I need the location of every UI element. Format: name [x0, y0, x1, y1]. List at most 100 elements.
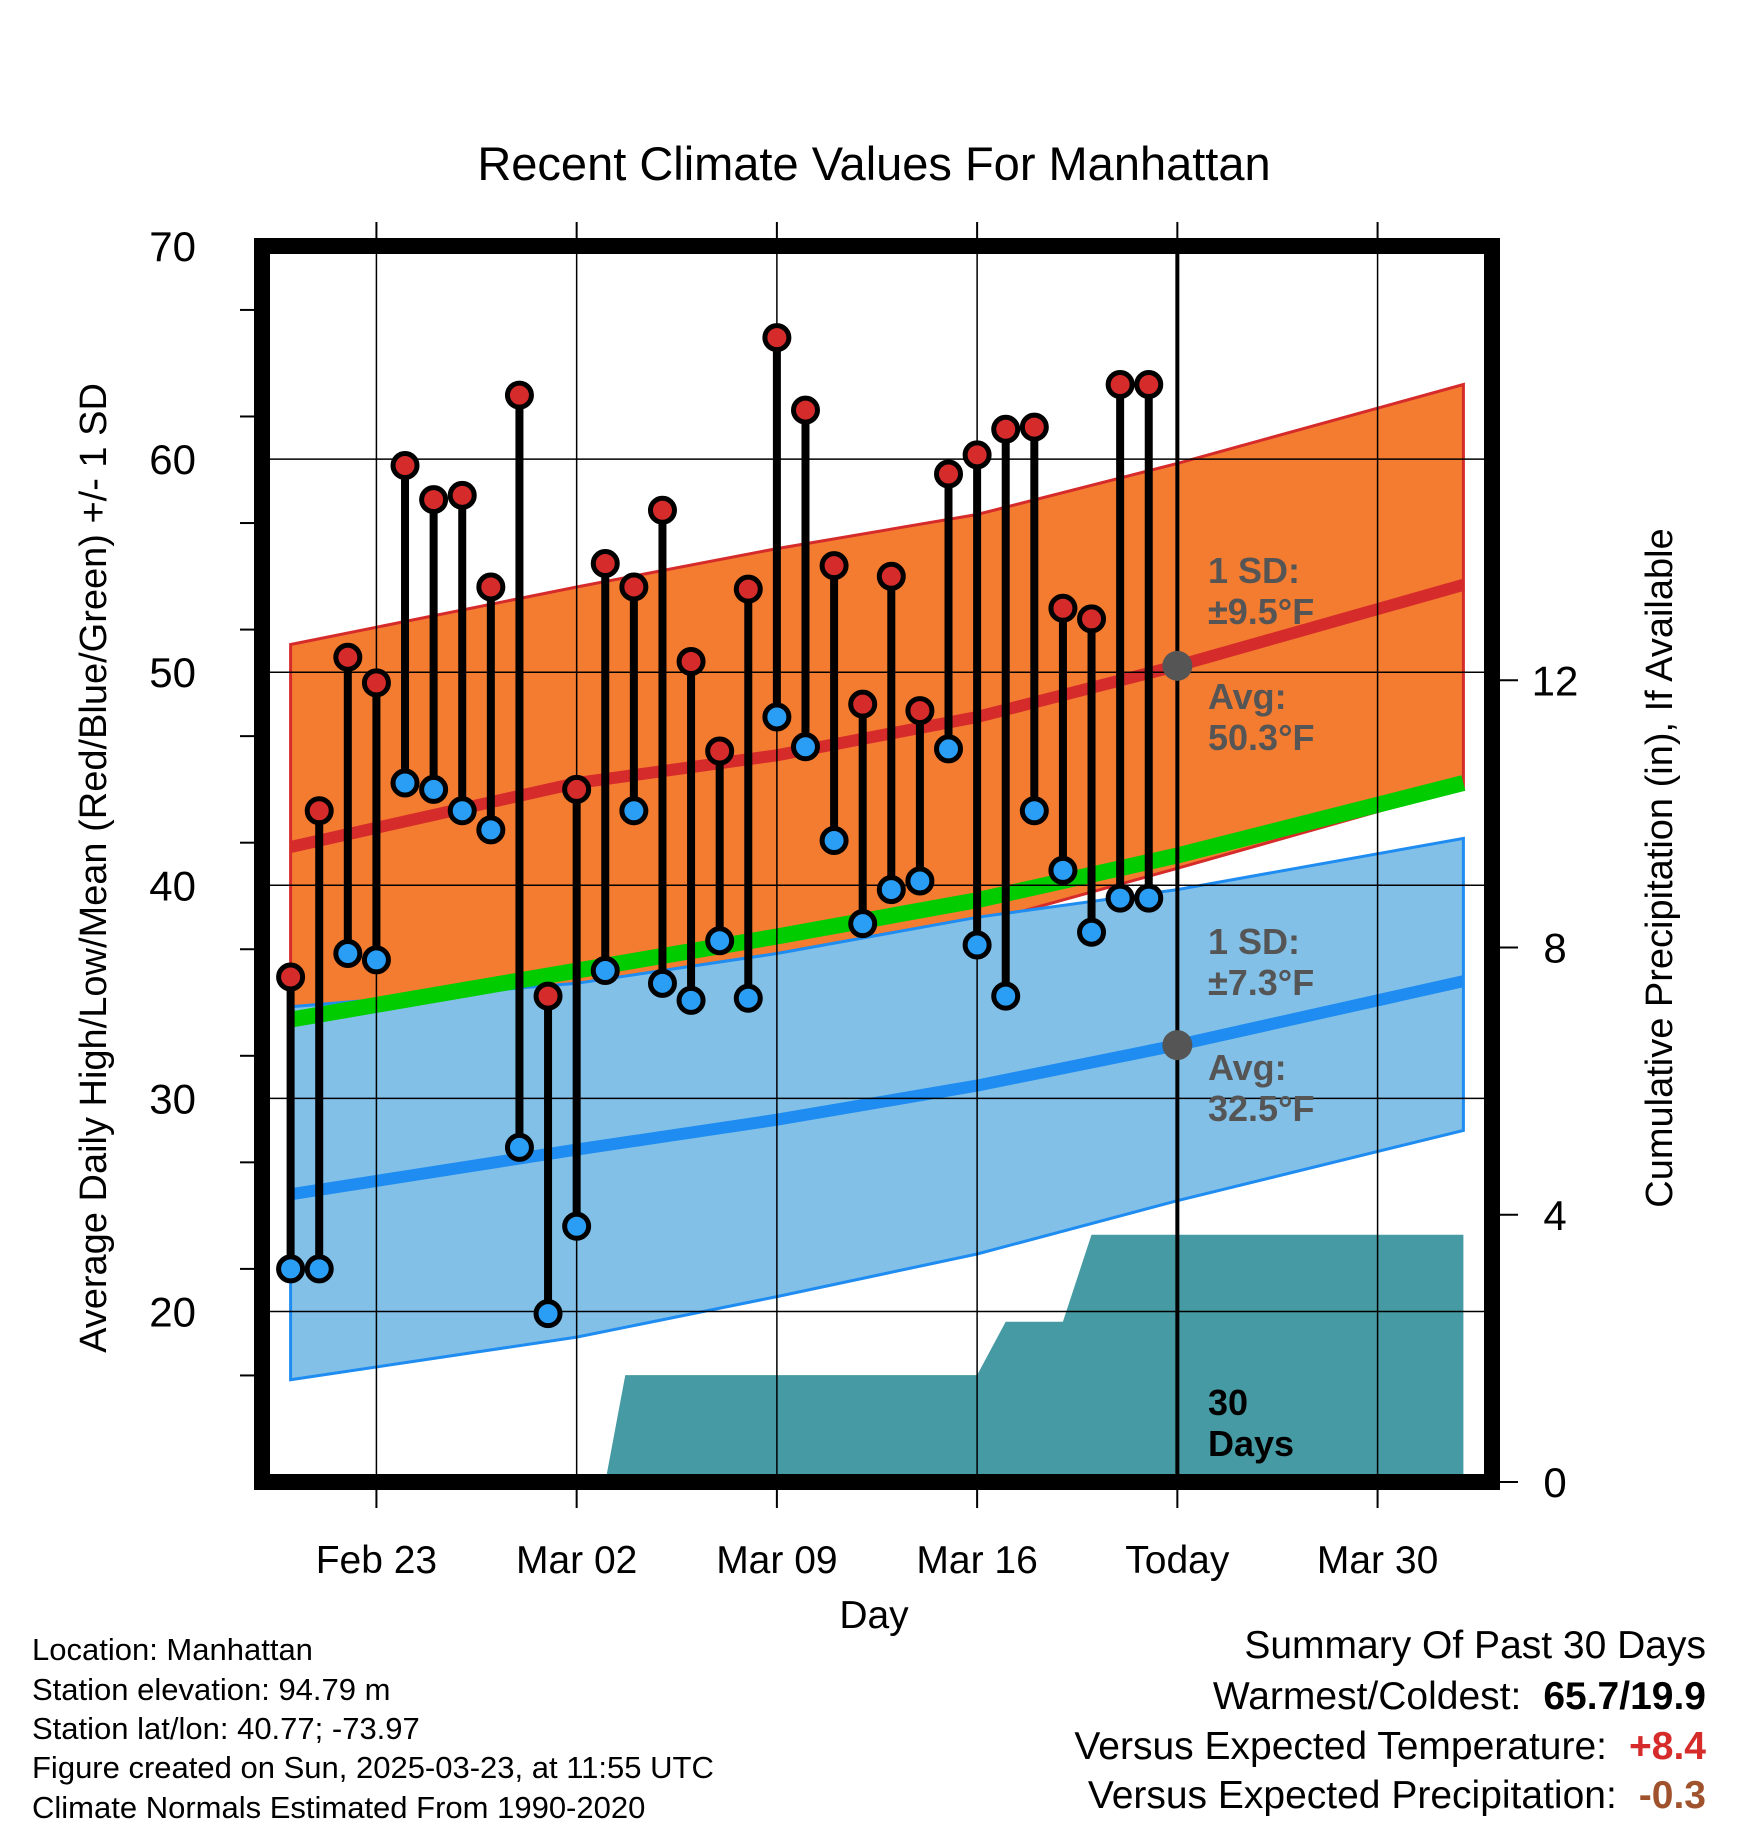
low-sd-value: ±7.3°F: [1208, 962, 1314, 1003]
high-point: [676, 647, 706, 677]
y-tick-label: 60: [149, 436, 196, 483]
high-point: [762, 323, 792, 353]
high-point: [790, 395, 820, 425]
low-point: [733, 983, 763, 1013]
low-point: [390, 768, 420, 798]
high-point: [619, 572, 649, 602]
low-point: [762, 702, 792, 732]
high-avg-value: 50.3°F: [1208, 717, 1314, 758]
info-normals: Climate Normals Estimated From 1990-2020: [32, 1790, 646, 1825]
period-label-line2: Days: [1208, 1423, 1294, 1464]
high-point: [419, 485, 449, 515]
y-tick-label: 40: [149, 862, 196, 909]
low-point: [1019, 796, 1049, 826]
low-point: [361, 945, 391, 975]
low-point: [504, 1132, 534, 1162]
high-point: [991, 414, 1021, 444]
summary-warmest-value: 65.7/19.9: [1543, 1675, 1706, 1718]
x-tick-label: Mar 09: [716, 1539, 837, 1582]
period-label-line1: 30: [1208, 1382, 1248, 1423]
low-avg-value: 32.5°F: [1208, 1088, 1314, 1129]
plot-inner: [262, 246, 1492, 1482]
low-point: [619, 796, 649, 826]
low-point: [476, 815, 506, 845]
low-point: [676, 985, 706, 1015]
y2-tick-label: 0: [1543, 1459, 1566, 1506]
info-location: Location: Manhattan: [32, 1632, 313, 1667]
y-tick-label: 70: [149, 223, 196, 270]
x-tick-label: Mar 30: [1317, 1539, 1438, 1582]
low-point: [333, 939, 363, 969]
low-point: [991, 981, 1021, 1011]
high-point: [876, 561, 906, 591]
precip-area: [262, 1234, 1464, 1482]
x-tick-label: Mar 16: [916, 1539, 1037, 1582]
low-point: [905, 866, 935, 896]
y2-axis-label: Cumulative Precipitation (in), If Availa…: [1639, 528, 1681, 1207]
summary-warmest-label: Warmest/Coldest:: [1212, 1675, 1522, 1718]
high-point: [962, 440, 992, 470]
low-point: [562, 1211, 592, 1241]
high-avg-line: [289, 579, 1466, 853]
low-point: [790, 732, 820, 762]
y2-tick-label: 4: [1543, 1192, 1566, 1239]
high-point: [848, 689, 878, 719]
y2-tick-label: 8: [1543, 925, 1566, 972]
high-point: [333, 642, 363, 672]
high-point: [533, 981, 563, 1011]
high-point: [705, 736, 735, 766]
y-tick-label: 20: [149, 1289, 196, 1336]
high-point: [590, 549, 620, 579]
low-point: [590, 956, 620, 986]
high-point: [1077, 604, 1107, 634]
summary-precip-value: -0.3: [1638, 1774, 1706, 1817]
summary-temp-row: Versus Expected Temperature: +8.4: [1074, 1725, 1706, 1769]
y-tick-label: 50: [149, 649, 196, 696]
high-point: [504, 380, 534, 410]
chart-title: Recent Climate Values For Manhattan: [477, 137, 1270, 190]
high-point: [1134, 370, 1164, 400]
x-axis-label: Day: [839, 1594, 909, 1637]
low-point: [447, 796, 477, 826]
summary-precip-row: Versus Expected Precipitation: -0.3: [1088, 1774, 1706, 1818]
low-point: [705, 926, 735, 956]
high-point: [476, 572, 506, 602]
info-elevation: Station elevation: 94.79 m: [32, 1672, 391, 1707]
low-point: [1105, 883, 1135, 913]
low-avg-label: Avg:: [1208, 1047, 1287, 1088]
info-latlon: Station lat/lon: 40.77; -73.97: [32, 1711, 420, 1746]
summary-warmest-row: Warmest/Coldest: 65.7/19.9: [1213, 1675, 1706, 1719]
low-point: [962, 930, 992, 960]
x-tick-label: Today: [1125, 1539, 1230, 1582]
high-point: [1105, 370, 1135, 400]
high-sd-label: 1 SD:: [1208, 550, 1300, 591]
high-point: [447, 480, 477, 510]
high-point: [304, 796, 334, 826]
high-point: [905, 696, 935, 726]
y2-tick-label: 12: [1532, 657, 1579, 704]
low-point: [934, 734, 964, 764]
high-point: [1048, 593, 1078, 623]
low-point: [533, 1299, 563, 1329]
high-avg-label: Avg:: [1208, 676, 1287, 717]
low-point: [1048, 855, 1078, 885]
low-point: [848, 909, 878, 939]
today-high-avg-marker: [1162, 650, 1193, 681]
info-created: Figure created on Sun, 2025-03-23, at 11…: [32, 1750, 714, 1785]
summary-temp-value: +8.4: [1629, 1725, 1706, 1768]
summary-title: Summary Of Past 30 Days: [1244, 1624, 1706, 1667]
high-point: [361, 668, 391, 698]
low-sd-label: 1 SD:: [1208, 921, 1300, 962]
y-axis-label: Average Daily High/Low/Mean (Red/Blue/Gr…: [73, 383, 115, 1353]
high-point: [934, 459, 964, 489]
today-low-avg-marker: [1162, 1030, 1193, 1061]
low-point: [1134, 883, 1164, 913]
high-point: [733, 574, 763, 604]
summary-temp-label: Versus Expected Temperature:: [1074, 1725, 1607, 1768]
low-point: [419, 774, 449, 804]
mean-line: [289, 775, 1466, 1028]
low-point: [819, 826, 849, 856]
high-point: [562, 774, 592, 804]
summary-precip-label: Versus Expected Precipitation:: [1087, 1774, 1617, 1817]
